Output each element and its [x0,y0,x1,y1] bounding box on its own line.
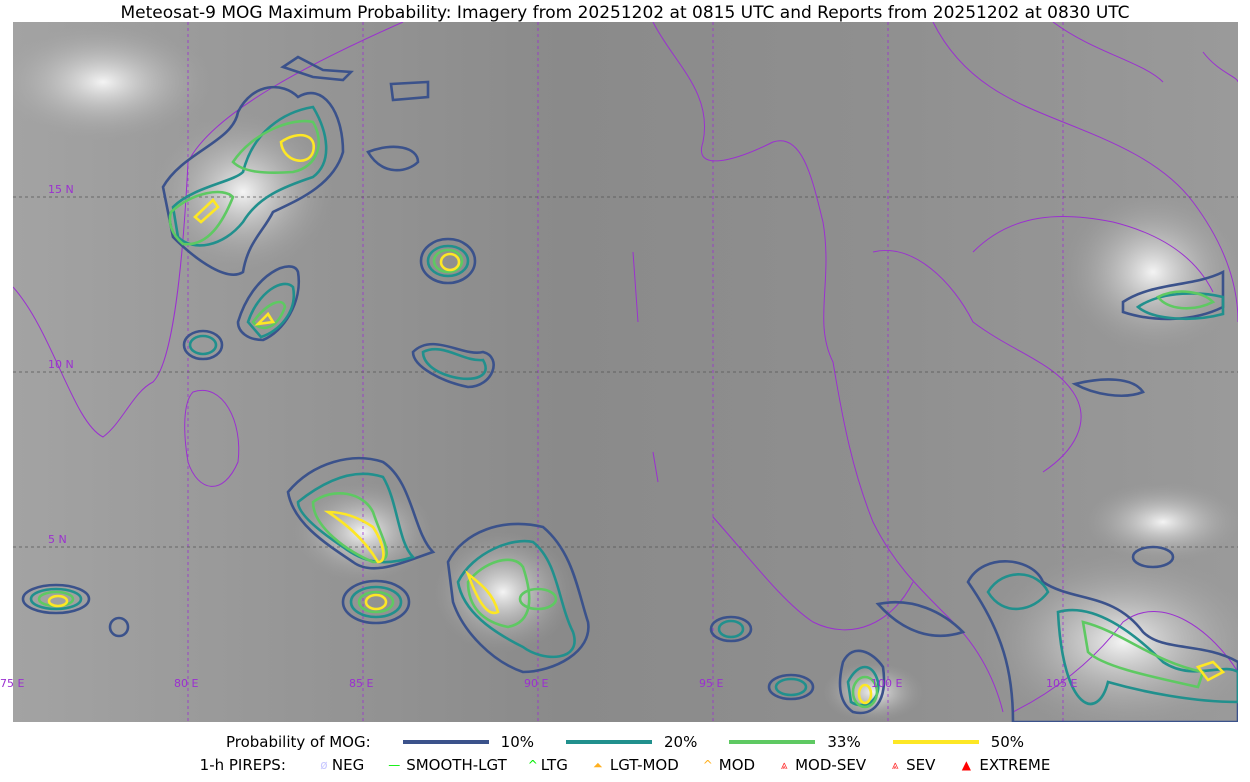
lgt-mod-icon: ⏶ [593,757,603,772]
pirep-sev: SEV [906,756,936,774]
pirep-mod-sev: MOD-SEV [795,756,867,774]
pirep-legend-label: 1-h PIREPS: [199,756,286,774]
lon-label: 105 E [1046,677,1078,690]
map-svg [0,21,1250,732]
satellite-map [0,21,1250,732]
lat-label: 5 N [48,533,67,546]
legend-20: 20% [664,733,698,751]
contour-10 [21,55,1240,724]
pirep-extreme: EXTREME [979,756,1051,774]
map-title: Meteosat-9 MOG Maximum Probability: Imag… [120,3,1130,23]
swatch-20 [566,740,653,744]
swatch-33 [729,740,816,744]
lon-label: 85 E [349,677,374,690]
lat-label: 15 N [48,183,74,196]
pirep-smooth-lgt: SMOOTH-LGT [406,756,507,774]
pirep-mod: MOD [718,756,756,774]
contour-50 [47,133,1226,705]
line-icon: — [388,758,401,772]
lat-label: 10 N [48,358,74,371]
lon-label: 90 E [524,677,549,690]
chevron-icon: ^ [527,758,538,772]
lon-label: 95 E [699,677,724,690]
neg-icon: ø [320,758,328,772]
lon-label: 80 E [174,677,199,690]
pirep-neg: NEG [331,756,365,774]
prob-contours [21,55,1240,724]
sev-icon: ⩓ [891,757,899,772]
lon-label: 75 E [0,677,25,690]
probability-legend: Probability of MOG: 10% 20% 33% 50% [0,733,1250,751]
pirep-lgt-mod: LGT-MOD [609,756,679,774]
mod-sev-icon: ⩓ [780,757,788,772]
pirep-ltg: LTG [540,756,568,774]
prob-legend-label: Probability of MOG: [225,733,371,751]
legend-33: 33% [827,733,861,751]
contour-33 [37,119,1216,709]
legend-10: 10% [500,733,535,751]
contour-20 [29,105,1240,707]
swatch-10 [402,740,489,744]
extreme-icon: ▲ [961,758,971,772]
pirep-legend: 1-h PIREPS: ø NEG — SMOOTH-LGT ^ LTG ⏶ LGT-M… [0,756,1250,774]
legend-50: 50% [990,733,1025,751]
lon-label: 100 E [871,677,903,690]
swatch-50 [892,740,979,744]
mod-icon: ^ [702,758,713,772]
